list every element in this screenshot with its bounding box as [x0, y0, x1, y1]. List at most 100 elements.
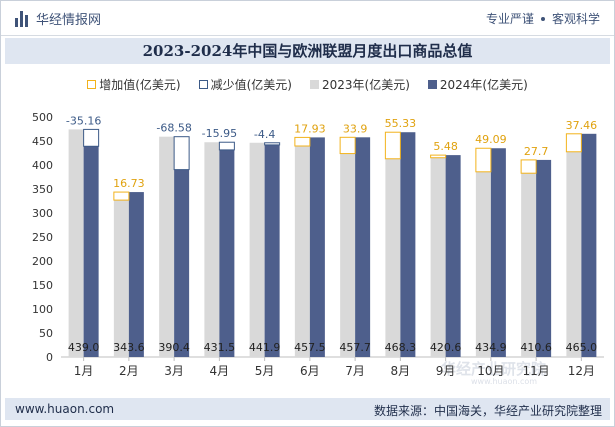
- legend-swatch-decrease: [198, 80, 208, 89]
- bar-2024: [400, 132, 416, 357]
- y-tick-label: 450: [32, 135, 53, 148]
- value-label-2024: 465.0: [566, 341, 598, 354]
- y-tick-label: 150: [32, 279, 53, 292]
- bar-chart-icon: [15, 10, 30, 27]
- x-tick-label: 11月: [522, 364, 549, 378]
- x-tick-label: 3月: [164, 364, 184, 378]
- x-tick-label: 2月: [119, 364, 139, 378]
- difference-label: -4.4: [254, 128, 275, 141]
- legend-label-2023: 2023年(亿美元): [321, 78, 410, 92]
- decrease-box: [218, 141, 235, 151]
- y-tick-label: 200: [32, 255, 53, 268]
- value-label-2024: 457.5: [294, 341, 326, 354]
- tag-professional: 专业严谨: [485, 12, 534, 26]
- legend-swatch-increase: [87, 80, 97, 89]
- bar-2023: [68, 129, 84, 357]
- difference-label: 49.09: [475, 133, 507, 146]
- bar-2024: [309, 137, 325, 357]
- y-tick-label: 50: [39, 327, 53, 340]
- difference-label: -15.95: [202, 127, 237, 140]
- bar-2024: [355, 137, 371, 357]
- legend-item-2023: 2023年(亿美元): [309, 76, 410, 93]
- increase-box: [475, 147, 492, 173]
- decrease-box: [83, 128, 100, 147]
- bar-2023: [204, 142, 220, 357]
- chart-title: 2023-2024年中国与欧洲联盟月度出口商品总值: [5, 38, 610, 64]
- bar-2024: [219, 149, 235, 357]
- x-tick-label: 4月: [210, 364, 230, 378]
- bar-2024: [174, 169, 190, 357]
- bar-2023: [521, 173, 537, 357]
- bar-2023: [430, 157, 446, 357]
- legend-label-increase: 增加值(亿美元): [99, 78, 181, 92]
- header-tags: 专业严谨 客观科学: [486, 10, 600, 27]
- y-tick-label: 300: [32, 207, 53, 220]
- difference-label: 55.33: [385, 117, 417, 130]
- x-tick-label: 9月: [436, 364, 456, 378]
- brand-logo: 华经情报网: [15, 9, 101, 28]
- x-tick-label: 5月: [255, 364, 275, 378]
- bar-2023: [159, 136, 175, 357]
- legend-swatch-2023: [309, 80, 319, 89]
- difference-label: 17.93: [294, 122, 326, 135]
- y-tick-label: 500: [32, 111, 53, 124]
- value-label-2024: 390.4: [158, 341, 190, 354]
- difference-label: -68.58: [156, 122, 191, 135]
- footer-bar: www.huaon.com 数据来源：中国海关，华经产业研究院整理: [5, 398, 610, 420]
- value-label-2024: 457.7: [339, 341, 371, 354]
- increase-box: [565, 133, 582, 153]
- difference-label: 5.48: [433, 140, 458, 153]
- difference-label: -35.16: [66, 114, 101, 127]
- bar-2024: [581, 133, 597, 357]
- chart-plot: 华经产业研究院 www.huaon.com 0 50 100 150 200 250 300…: [32, 111, 604, 386]
- y-tick-label: 100: [32, 303, 53, 316]
- bar-2023: [340, 153, 356, 357]
- increase-box: [430, 154, 447, 159]
- value-label-2024: 431.5: [204, 341, 236, 354]
- legend-label-decrease: 减少值(亿美元): [210, 78, 292, 92]
- bar-2023: [113, 200, 129, 357]
- x-tick-label: 7月: [345, 364, 365, 378]
- watermark-url: www.huaon.com: [471, 377, 537, 386]
- x-tick-label: 8月: [391, 364, 411, 378]
- difference-label: 33.9: [343, 122, 368, 135]
- value-label-2024: 439.0: [68, 341, 100, 354]
- bar-2024: [128, 192, 144, 357]
- legend-swatch-2024: [427, 80, 437, 89]
- y-tick-label: 0: [46, 351, 53, 364]
- bar-2023: [294, 146, 310, 357]
- bar-2023: [475, 171, 491, 357]
- footer-website: www.huaon.com: [15, 402, 115, 416]
- difference-label: 37.46: [566, 119, 598, 132]
- bar-2024: [536, 159, 552, 357]
- legend-label-2024: 2024年(亿美元): [439, 78, 528, 92]
- tag-objective: 客观科学: [551, 12, 600, 26]
- bar-2023: [385, 158, 401, 357]
- value-label-2024: 420.6: [430, 341, 462, 354]
- x-tick-label: 1月: [74, 364, 94, 378]
- increase-box: [384, 131, 401, 160]
- legend: 增加值(亿美元) 减少值(亿美元) 2023年(亿美元) 2024年(亿美元): [1, 76, 614, 93]
- x-tick-label: 10月: [477, 364, 504, 378]
- brand-name: 华经情报网: [36, 13, 102, 28]
- y-tick-label: 250: [32, 231, 53, 244]
- legend-item-2024: 2024年(亿美元): [427, 76, 528, 93]
- y-tick-label: 350: [32, 183, 53, 196]
- header-bar: 华经情报网 专业严谨 客观科学: [1, 1, 614, 36]
- y-tick-label: 400: [32, 159, 53, 172]
- increase-box: [113, 191, 130, 201]
- watermark: 华经产业研究院: [441, 360, 546, 378]
- difference-label: 16.73: [113, 177, 145, 190]
- value-label-2024: 441.9: [249, 341, 281, 354]
- increase-box: [294, 136, 311, 147]
- bar-2024: [445, 155, 461, 357]
- bar-2024: [264, 144, 280, 357]
- difference-label: 27.7: [524, 145, 549, 158]
- x-tick-label: 6月: [300, 364, 320, 378]
- value-label-2024: 410.6: [520, 341, 552, 354]
- footer-source: 数据来源：中国海关，华经产业研究院整理: [373, 404, 602, 418]
- legend-item-increase: 增加值(亿美元): [87, 76, 181, 93]
- bar-2023: [566, 151, 582, 357]
- decrease-box: [264, 142, 281, 146]
